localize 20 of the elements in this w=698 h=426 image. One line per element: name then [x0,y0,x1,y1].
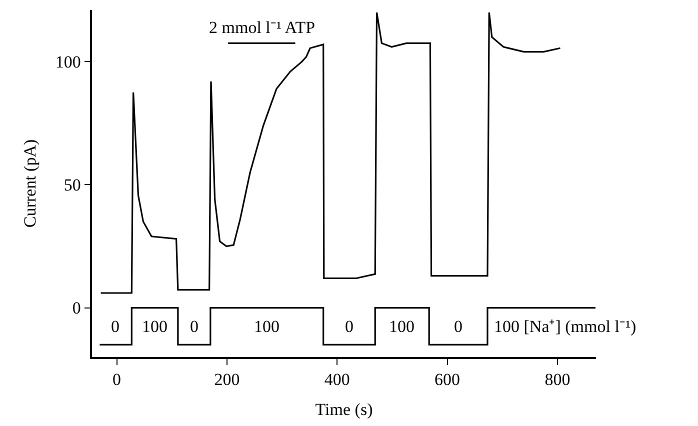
y-tick-label: 0 [72,298,81,318]
x-tick-label: 0 [112,370,122,390]
annotation: 100 [142,317,168,336]
series-label: 2 mmol l⁻¹ ATP [209,18,316,37]
line-series [100,12,561,294]
annotation: 100 [254,317,280,336]
x-tick-label: 800 [544,370,570,390]
annotation: 0 [190,317,198,336]
x-axis-title: Time (s) [315,400,373,420]
annotation: 100 [389,317,414,336]
y-tick-label: 100 [55,52,81,72]
y-tick-label: 50 [64,176,81,195]
annotation: 0 [111,317,120,336]
x-tick-label: 200 [214,370,240,390]
annotation: 0 [345,317,354,336]
y-axis-title: Current (pA) [20,139,40,228]
x-tick-label: 400 [324,370,350,390]
x-tick-label: 600 [434,370,460,390]
annotation: 0 [454,317,462,336]
annotation: 100 [Na⁺] (mmol l⁻¹) [494,317,636,336]
